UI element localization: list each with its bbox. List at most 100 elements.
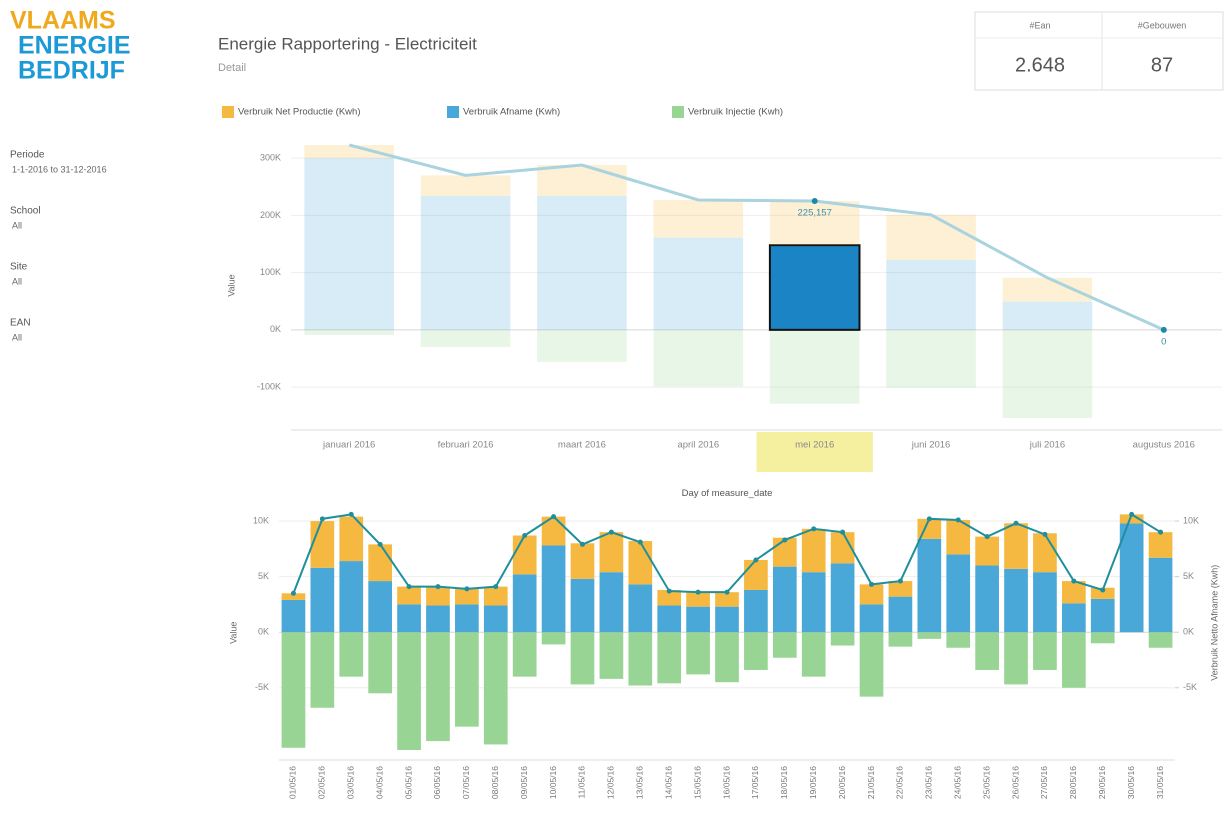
bar[interactable] — [541, 516, 566, 546]
bar[interactable] — [397, 632, 421, 750]
bar[interactable] — [917, 632, 942, 639]
bar[interactable] — [310, 521, 335, 568]
bar[interactable] — [339, 561, 364, 633]
bar[interactable] — [715, 632, 739, 683]
bar[interactable] — [888, 596, 913, 633]
bar[interactable] — [886, 214, 976, 261]
bar[interactable] — [426, 632, 450, 742]
bar[interactable] — [886, 329, 976, 388]
bar[interactable] — [917, 538, 942, 633]
line-point[interactable] — [522, 533, 528, 539]
legend-swatch[interactable] — [222, 106, 234, 118]
bar[interactable] — [830, 632, 855, 646]
line-point[interactable] — [1071, 578, 1077, 584]
bar[interactable] — [1033, 572, 1057, 633]
bar[interactable] — [397, 604, 421, 633]
bar[interactable] — [768, 244, 861, 331]
bar[interactable] — [830, 563, 855, 633]
line-point[interactable] — [695, 589, 701, 595]
line-point[interactable] — [608, 529, 614, 535]
line-point[interactable] — [464, 586, 470, 592]
bar[interactable] — [1090, 598, 1115, 633]
legend-swatch[interactable] — [672, 106, 684, 118]
bar[interactable] — [541, 545, 566, 633]
bar[interactable] — [426, 586, 450, 606]
legend-label[interactable]: Verbruik Net Productie (Kwh) — [238, 107, 361, 118]
bar[interactable] — [686, 592, 710, 607]
bar[interactable] — [628, 632, 653, 686]
bar[interactable] — [339, 516, 364, 562]
bar[interactable] — [483, 632, 508, 745]
line-point[interactable] — [493, 584, 499, 590]
bar[interactable] — [975, 632, 999, 670]
bar[interactable] — [744, 589, 768, 633]
line-point[interactable] — [782, 537, 788, 543]
bar[interactable] — [1061, 581, 1086, 604]
line-point[interactable] — [1129, 511, 1135, 517]
line-point[interactable] — [1158, 529, 1164, 535]
bar[interactable] — [455, 632, 479, 727]
bar[interactable] — [975, 565, 999, 633]
bar[interactable] — [368, 632, 393, 694]
bar[interactable] — [886, 260, 976, 330]
bar[interactable] — [888, 581, 913, 597]
line-point[interactable] — [579, 541, 585, 547]
bar[interactable] — [537, 195, 627, 330]
legend-label[interactable]: Verbruik Afname (Kwh) — [463, 107, 560, 118]
bar[interactable] — [801, 528, 826, 573]
bar[interactable] — [304, 145, 394, 159]
line-point[interactable] — [753, 557, 759, 563]
bar[interactable] — [975, 536, 999, 566]
legend-label[interactable]: Verbruik Injectie (Kwh) — [688, 107, 783, 118]
bar[interactable] — [769, 200, 860, 246]
bar[interactable] — [304, 329, 394, 336]
bar[interactable] — [599, 532, 624, 573]
line-point[interactable] — [348, 511, 354, 517]
bar[interactable] — [946, 554, 971, 633]
bar[interactable] — [1033, 533, 1057, 573]
bar[interactable] — [859, 632, 884, 697]
line-point[interactable] — [840, 529, 846, 535]
bar[interactable] — [455, 588, 479, 605]
bar[interactable] — [946, 519, 971, 555]
bar[interactable] — [281, 632, 306, 748]
bar[interactable] — [1061, 632, 1086, 688]
filter-value[interactable]: All — [12, 276, 22, 286]
bar[interactable] — [715, 592, 739, 607]
line-point[interactable] — [406, 584, 412, 590]
bar[interactable] — [744, 632, 768, 670]
bar[interactable] — [946, 632, 971, 648]
bar[interactable] — [772, 566, 797, 633]
bar[interactable] — [1090, 632, 1115, 644]
line-point[interactable] — [1042, 531, 1048, 537]
bar[interactable] — [859, 584, 884, 605]
bar[interactable] — [657, 632, 682, 684]
line-point[interactable] — [319, 516, 325, 522]
bar[interactable] — [653, 199, 744, 238]
line-point[interactable] — [551, 514, 557, 520]
bar[interactable] — [570, 632, 595, 685]
line-point[interactable] — [1160, 326, 1167, 333]
bar[interactable] — [1119, 523, 1144, 633]
bar[interactable] — [628, 541, 653, 585]
bar[interactable] — [1119, 514, 1144, 524]
bar[interactable] — [686, 632, 710, 675]
bar[interactable] — [537, 329, 627, 362]
line-point[interactable] — [435, 584, 441, 590]
bar[interactable] — [1004, 568, 1028, 633]
line-point[interactable] — [897, 578, 903, 584]
bar[interactable] — [455, 604, 479, 633]
bar[interactable] — [657, 589, 682, 606]
bar[interactable] — [1002, 301, 1093, 330]
bar[interactable] — [1002, 277, 1093, 302]
bar[interactable] — [653, 237, 744, 330]
bar[interactable] — [420, 195, 511, 330]
bar[interactable] — [801, 572, 826, 633]
bar[interactable] — [537, 165, 627, 196]
bar[interactable] — [310, 567, 335, 633]
filter-value[interactable]: All — [12, 332, 22, 342]
bar[interactable] — [397, 586, 421, 605]
bar[interactable] — [1004, 632, 1028, 685]
bar[interactable] — [420, 175, 511, 196]
bar[interactable] — [1061, 603, 1086, 633]
